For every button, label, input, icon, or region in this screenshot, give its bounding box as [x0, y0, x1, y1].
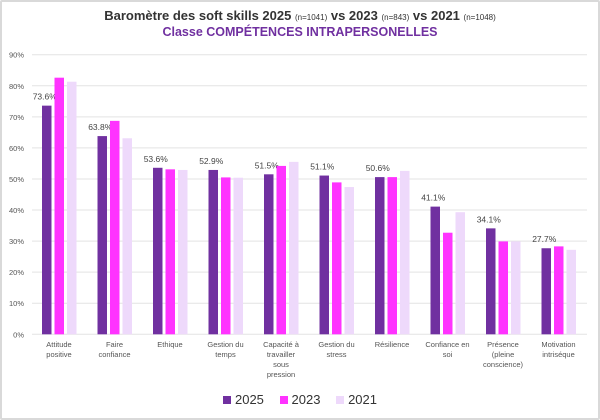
bar-2025: [541, 248, 551, 335]
bar-2025: [264, 174, 274, 335]
y-tick-label: 90%: [9, 51, 24, 60]
bar-2025: [375, 177, 385, 335]
legend-swatch: [336, 396, 345, 404]
x-tick-label: Gestion du: [207, 340, 243, 349]
bar-2021: [511, 241, 521, 335]
title-part: vs 2021: [412, 8, 460, 23]
bar-2023: [54, 77, 64, 335]
legend-item-2025: 2025: [222, 392, 264, 407]
data-label: 51.1%: [310, 162, 335, 172]
data-label: 51.5%: [255, 160, 280, 170]
data-label: 27.7%: [532, 234, 557, 244]
legend-item-2023: 2023: [279, 392, 321, 407]
y-tick-label: 40%: [9, 206, 24, 215]
x-tick-label: stress: [326, 350, 346, 359]
data-label: 41.1%: [421, 193, 446, 203]
legend-label: 2021: [348, 392, 377, 407]
chart-subtitle: Classe COMPÉTENCES INTRAPERSONELLES: [162, 25, 438, 39]
x-tick-label: Attitude: [46, 340, 71, 349]
y-tick-label: 70%: [9, 113, 24, 122]
x-tick-label: Résilience: [375, 340, 410, 349]
sample-size: (n=843): [381, 13, 410, 22]
x-tick-label: positive: [46, 350, 71, 359]
legend-swatch: [279, 396, 288, 404]
y-tick-label: 50%: [9, 175, 24, 184]
y-tick-label: 30%: [9, 237, 24, 246]
legend-swatch: [222, 396, 231, 404]
bar-2023: [554, 246, 564, 335]
bar-2023: [498, 241, 508, 335]
x-tick-label: Présence: [487, 340, 519, 349]
y-tick-label: 20%: [9, 268, 24, 277]
bar-2021: [455, 212, 465, 335]
x-tick-label: (pleine: [492, 350, 515, 359]
bar-2023: [110, 120, 120, 335]
bar-2025: [486, 228, 496, 335]
data-label: 50.6%: [366, 163, 391, 173]
x-tick-label: travailler: [267, 350, 296, 359]
data-label: 52.9%: [199, 156, 224, 166]
legend-item-2021: 2021: [336, 392, 377, 407]
bar-2021: [289, 161, 299, 335]
sample-size: (n=1041): [294, 13, 328, 22]
y-tick-label: 10%: [9, 299, 24, 308]
x-tick-label: Faire: [106, 340, 123, 349]
x-tick-label: conscience): [483, 360, 524, 369]
data-label: 53.6%: [144, 154, 169, 164]
x-tick-label: soi: [443, 350, 453, 359]
bar-2021: [67, 81, 77, 335]
data-label: 34.1%: [477, 214, 502, 224]
data-label: 63.8%: [88, 122, 113, 132]
x-tick-label: temps: [215, 350, 236, 359]
y-tick-label: 0%: [13, 330, 24, 339]
bar-2021: [122, 138, 132, 335]
bar-2023: [332, 182, 342, 335]
bar-2021: [344, 187, 354, 335]
bar-2023: [165, 169, 175, 335]
legend: 2025 2023 2021: [0, 392, 600, 407]
x-tick-label: Motivation: [541, 340, 575, 349]
bar-2023: [443, 232, 453, 335]
legend-label: 2023: [291, 392, 321, 407]
bar-2021: [566, 249, 576, 335]
bar-2025: [208, 169, 218, 335]
bar-2025: [42, 105, 52, 335]
title-part: vs 2023: [330, 8, 378, 23]
bar-2025: [97, 136, 107, 335]
bar-2025: [430, 206, 440, 335]
bar-2023: [276, 165, 286, 335]
bar-2023: [221, 177, 231, 335]
x-tick-label: Gestion du: [318, 340, 354, 349]
bar-2025: [319, 175, 329, 335]
data-label: 73.6%: [33, 92, 58, 102]
title-part: Baromètre des soft skills 2025: [104, 8, 292, 23]
bar-2025: [153, 167, 163, 335]
x-tick-label: confiance: [98, 350, 130, 359]
chart-title: Baromètre des soft skills 2025 (n=1041) …: [0, 8, 600, 23]
x-tick-label: intriséque: [542, 350, 575, 359]
x-tick-label: Confiance en: [425, 340, 469, 349]
x-tick-label: Ethique: [157, 340, 182, 349]
bar-2021: [400, 170, 410, 335]
sample-size: (n=1048): [463, 13, 496, 22]
bar-2023: [387, 177, 397, 335]
bar-2021: [233, 177, 243, 335]
x-tick-label: sous: [273, 360, 289, 369]
legend-label: 2025: [234, 392, 264, 407]
bar-2021: [178, 169, 188, 335]
y-tick-label: 80%: [9, 82, 24, 91]
y-tick-label: 60%: [9, 144, 24, 153]
x-tick-label: pression: [267, 370, 295, 379]
x-tick-label: Capacité à: [263, 340, 300, 349]
